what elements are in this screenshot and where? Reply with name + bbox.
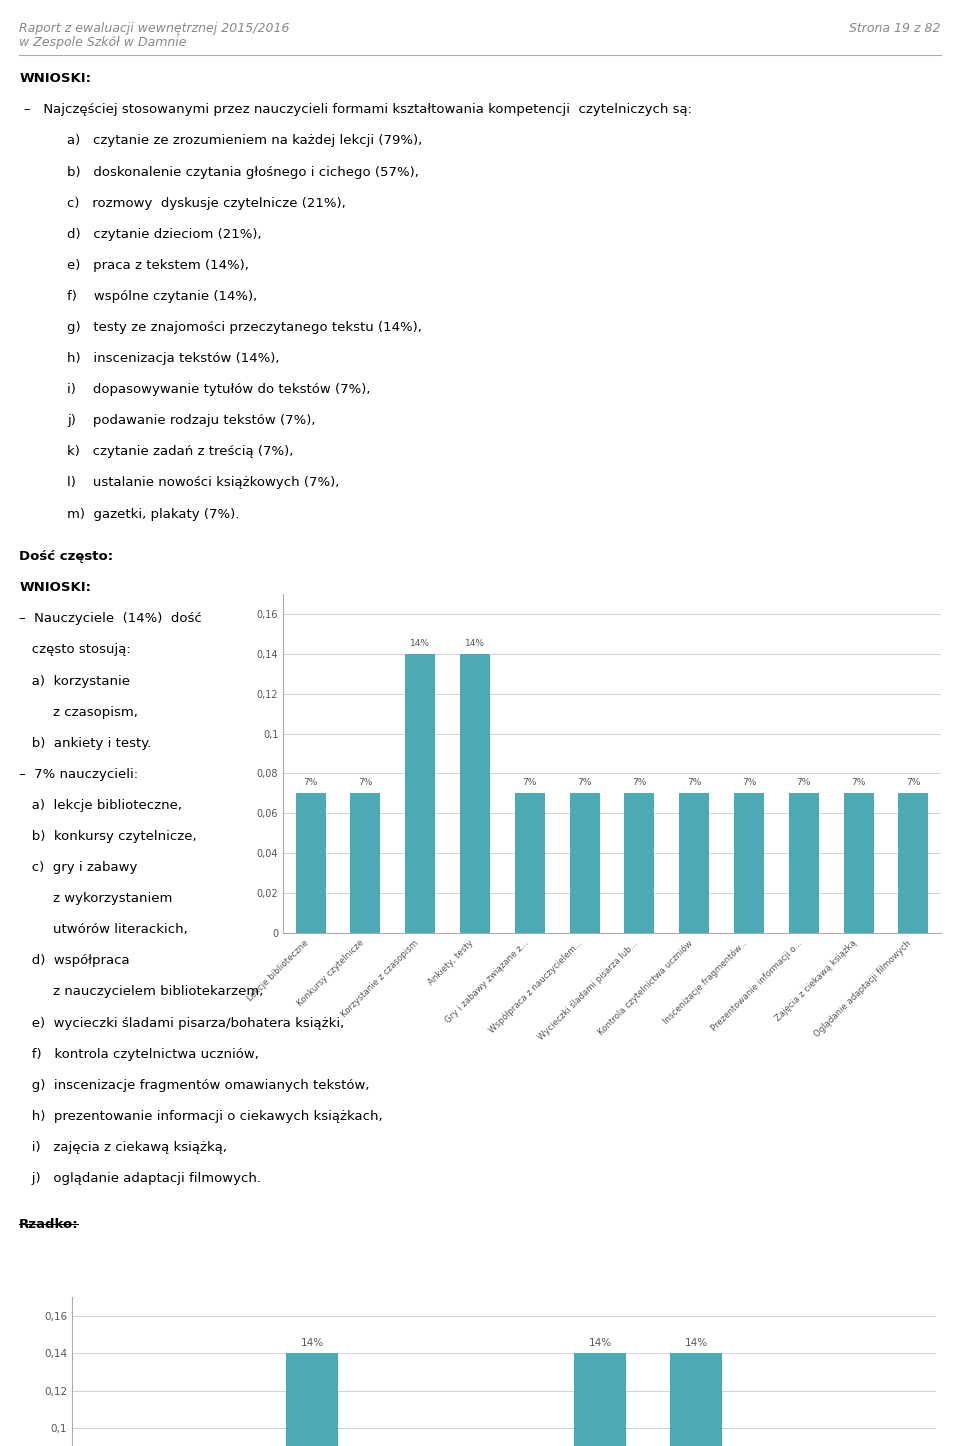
- Text: c)   rozmowy  dyskusje czytelnicze (21%),: c) rozmowy dyskusje czytelnicze (21%),: [67, 197, 346, 210]
- Bar: [789, 794, 819, 933]
- Text: a)   czytanie ze zrozumieniem na każdej lekcji (79%),: a) czytanie ze zrozumieniem na każdej le…: [67, 134, 422, 147]
- Text: 7%: 7%: [577, 778, 591, 788]
- Text: d)  współpraca: d) współpraca: [19, 954, 130, 967]
- Text: –   Najczęściej stosowanymi przez nauczycieli formami kształtowania kompetencji : – Najczęściej stosowanymi przez nauczyci…: [24, 104, 692, 116]
- Text: 7%: 7%: [303, 778, 318, 788]
- Text: w Zespole Szkół w Damnie: w Zespole Szkół w Damnie: [19, 36, 186, 49]
- Text: 7%: 7%: [358, 778, 372, 788]
- Bar: [569, 794, 600, 933]
- Bar: [350, 794, 380, 933]
- Text: e)   praca z tekstem (14%),: e) praca z tekstem (14%),: [67, 259, 249, 272]
- Bar: [515, 794, 545, 933]
- Text: i)   zajęcia z ciekawą książką,: i) zajęcia z ciekawą książką,: [19, 1141, 228, 1154]
- Text: j)    podawanie rodzaju tekstów (7%),: j) podawanie rodzaju tekstów (7%),: [67, 414, 316, 427]
- Bar: [460, 654, 490, 933]
- Bar: [405, 654, 435, 933]
- Bar: [286, 1353, 339, 1446]
- Text: j)   oglądanie adaptacji filmowych.: j) oglądanie adaptacji filmowych.: [19, 1171, 261, 1184]
- Text: i)    dopasowywanie tytułów do tekstów (7%),: i) dopasowywanie tytułów do tekstów (7%)…: [67, 383, 371, 396]
- Bar: [734, 794, 764, 933]
- Bar: [899, 794, 928, 933]
- Text: WNIOSKI:: WNIOSKI:: [19, 581, 91, 594]
- Text: g)   testy ze znajomości przeczytanego tekstu (14%),: g) testy ze znajomości przeczytanego tek…: [67, 321, 422, 334]
- Bar: [844, 794, 874, 933]
- Bar: [669, 1353, 722, 1446]
- Text: k)   czytanie zadań z treścią (7%),: k) czytanie zadań z treścią (7%),: [67, 445, 294, 458]
- Text: 7%: 7%: [687, 778, 702, 788]
- Bar: [296, 794, 325, 933]
- Text: f)    wspólne czytanie (14%),: f) wspólne czytanie (14%),: [67, 289, 257, 302]
- Text: g)  inscenizacje fragmentów omawianych tekstów,: g) inscenizacje fragmentów omawianych te…: [19, 1079, 370, 1092]
- Text: b)  ankiety i testy.: b) ankiety i testy.: [19, 736, 152, 749]
- Text: 14%: 14%: [684, 1338, 708, 1348]
- Text: z czasopism,: z czasopism,: [19, 706, 138, 719]
- Text: utwórów literackich,: utwórów literackich,: [19, 923, 188, 936]
- Text: WNIOSKI:: WNIOSKI:: [19, 72, 91, 85]
- Text: –  Nauczyciele  (14%)  dość: – Nauczyciele (14%) dość: [19, 612, 202, 625]
- Text: l)    ustalanie nowości książkowych (7%),: l) ustalanie nowości książkowych (7%),: [67, 476, 340, 489]
- Text: a)  lekcje biblioteczne,: a) lekcje biblioteczne,: [19, 798, 182, 811]
- Text: 14%: 14%: [588, 1338, 612, 1348]
- Text: a)  korzystanie: a) korzystanie: [19, 674, 131, 687]
- Text: 14%: 14%: [410, 639, 430, 648]
- Bar: [573, 1353, 626, 1446]
- Text: 7%: 7%: [742, 778, 756, 788]
- Text: 14%: 14%: [300, 1338, 324, 1348]
- Text: 7%: 7%: [633, 778, 647, 788]
- Text: h)   inscenizacja tekstów (14%),: h) inscenizacja tekstów (14%),: [67, 351, 279, 364]
- Bar: [679, 794, 709, 933]
- Text: e)  wycieczki śladami pisarza/bohatera książki,: e) wycieczki śladami pisarza/bohatera ks…: [19, 1017, 345, 1030]
- Text: z nauczycielem bibliotekarzem,: z nauczycielem bibliotekarzem,: [19, 985, 264, 998]
- Text: 7%: 7%: [906, 778, 921, 788]
- Text: często stosują:: często stosują:: [19, 643, 131, 656]
- Text: Rzadko:: Rzadko:: [19, 1218, 79, 1231]
- Text: b)   doskonalenie czytania głośnego i cichego (57%),: b) doskonalenie czytania głośnego i cich…: [67, 165, 420, 178]
- Text: h)  prezentowanie informacji o ciekawych książkach,: h) prezentowanie informacji o ciekawych …: [19, 1109, 383, 1122]
- Text: 14%: 14%: [465, 639, 485, 648]
- Text: z wykorzystaniem: z wykorzystaniem: [19, 892, 173, 905]
- Text: 7%: 7%: [852, 778, 866, 788]
- Text: c)  gry i zabawy: c) gry i zabawy: [19, 860, 137, 873]
- Text: 7%: 7%: [522, 778, 537, 788]
- Text: Strona 19 z 82: Strona 19 z 82: [850, 22, 941, 35]
- Text: 7%: 7%: [797, 778, 811, 788]
- Text: b)  konkursy czytelnicze,: b) konkursy czytelnicze,: [19, 830, 197, 843]
- Text: Raport z ewaluacji wewnętrznej 2015/2016: Raport z ewaluacji wewnętrznej 2015/2016: [19, 22, 290, 35]
- Text: Dość często:: Dość często:: [19, 549, 113, 562]
- Text: f)   kontrola czytelnictwa uczniów,: f) kontrola czytelnictwa uczniów,: [19, 1047, 259, 1060]
- Text: –  7% nauczycieli:: – 7% nauczycieli:: [19, 768, 138, 781]
- Text: m)  gazetki, plakaty (7%).: m) gazetki, plakaty (7%).: [67, 508, 240, 521]
- Text: d)   czytanie dzieciom (21%),: d) czytanie dzieciom (21%),: [67, 227, 262, 240]
- Bar: [624, 794, 655, 933]
